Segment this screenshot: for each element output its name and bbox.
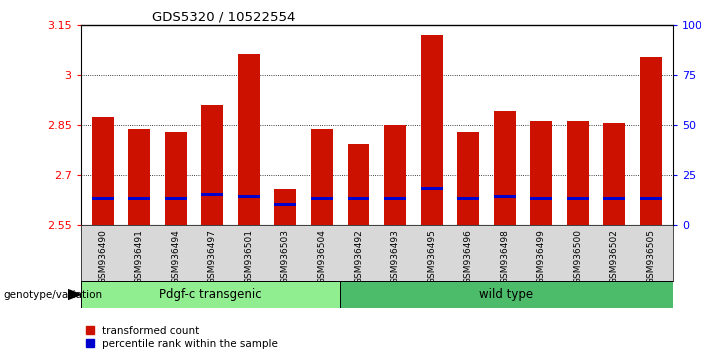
Bar — [92, 197, 114, 200]
Bar — [348, 144, 369, 225]
Bar — [165, 197, 186, 200]
Text: wild type: wild type — [479, 288, 533, 301]
Bar — [274, 189, 297, 225]
Text: GSM936501: GSM936501 — [245, 229, 253, 284]
Bar — [604, 124, 625, 225]
Bar — [604, 197, 625, 200]
Bar — [201, 193, 223, 196]
Bar — [340, 281, 673, 308]
Bar — [274, 203, 297, 206]
Text: GSM936493: GSM936493 — [390, 229, 400, 284]
Text: Pdgf-c transgenic: Pdgf-c transgenic — [159, 288, 261, 301]
Text: GSM936490: GSM936490 — [98, 229, 107, 284]
Bar — [457, 132, 479, 225]
Bar — [494, 195, 516, 199]
Text: GSM936504: GSM936504 — [318, 229, 327, 284]
Text: GSM936498: GSM936498 — [501, 229, 509, 284]
Text: GSM936502: GSM936502 — [610, 229, 619, 284]
Text: GDS5320 / 10522554: GDS5320 / 10522554 — [151, 11, 295, 24]
Bar — [165, 132, 186, 225]
Legend: transformed count, percentile rank within the sample: transformed count, percentile rank withi… — [86, 326, 278, 349]
Text: GSM936496: GSM936496 — [463, 229, 472, 284]
Bar — [201, 105, 223, 225]
Bar — [81, 281, 340, 308]
Bar — [531, 197, 552, 200]
Polygon shape — [68, 290, 81, 299]
Text: GSM936505: GSM936505 — [646, 229, 655, 284]
Bar — [311, 129, 333, 225]
Bar — [457, 197, 479, 200]
Bar — [421, 35, 442, 225]
Bar — [238, 195, 260, 199]
Text: GSM936492: GSM936492 — [354, 229, 363, 284]
Bar — [640, 57, 662, 225]
Text: GSM936500: GSM936500 — [573, 229, 583, 284]
Text: GSM936494: GSM936494 — [171, 229, 180, 284]
Bar — [311, 197, 333, 200]
Bar — [421, 187, 442, 190]
Bar — [384, 125, 406, 225]
Text: GSM936495: GSM936495 — [427, 229, 436, 284]
Bar — [348, 197, 369, 200]
Text: genotype/variation: genotype/variation — [4, 290, 102, 300]
Bar — [567, 121, 589, 225]
Text: GSM936497: GSM936497 — [207, 229, 217, 284]
Bar — [494, 111, 516, 225]
Bar — [640, 197, 662, 200]
Bar — [531, 121, 552, 225]
Bar — [128, 197, 150, 200]
Text: GSM936499: GSM936499 — [537, 229, 546, 284]
Bar — [92, 118, 114, 225]
Bar — [238, 54, 260, 225]
Bar — [128, 129, 150, 225]
Text: GSM936491: GSM936491 — [135, 229, 144, 284]
Text: GSM936503: GSM936503 — [281, 229, 290, 284]
Bar — [567, 197, 589, 200]
Bar — [384, 197, 406, 200]
